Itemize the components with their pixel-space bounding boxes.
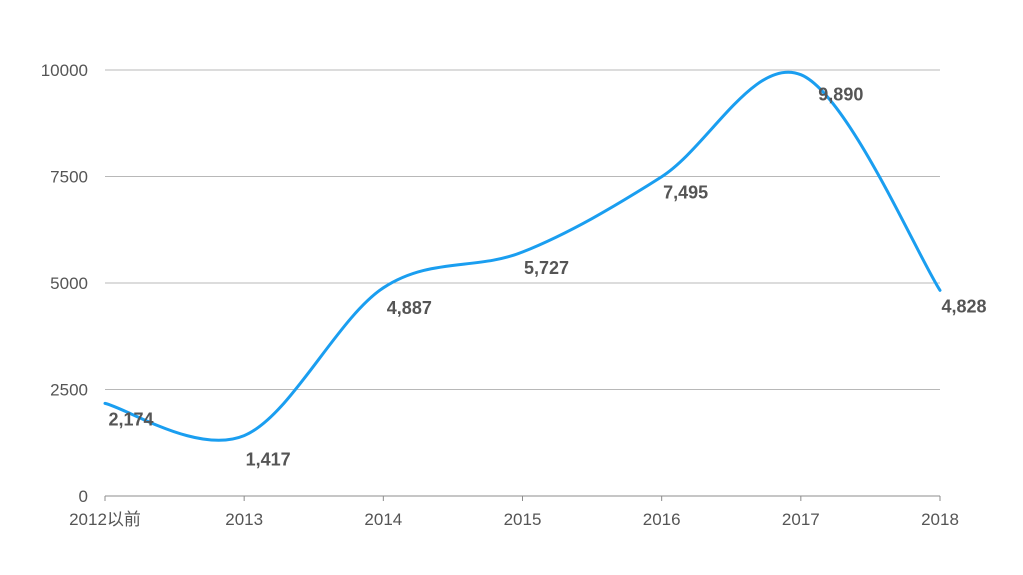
data-label-2015: 5,727 bbox=[524, 258, 569, 278]
x-tick-label: 2018 bbox=[921, 510, 959, 529]
data-labels: 2,174 1,417 4,887 5,727 7,495 9,890 4,828 bbox=[108, 85, 986, 470]
y-tick-labels: 0 2500 5000 7500 10000 bbox=[41, 61, 88, 506]
y-tick-label: 0 bbox=[79, 487, 88, 506]
x-tick-label: 2017 bbox=[782, 510, 820, 529]
data-label-2016: 7,495 bbox=[663, 183, 708, 203]
x-tick-label: 2015 bbox=[504, 510, 542, 529]
x-tick-label: 2012以前 bbox=[69, 510, 141, 529]
series-line bbox=[103, 70, 942, 442]
y-tick-label: 10000 bbox=[41, 61, 88, 80]
data-label-2012以前: 2,174 bbox=[108, 409, 153, 429]
axis-layer bbox=[104, 495, 941, 501]
data-label-2018: 4,828 bbox=[941, 296, 986, 316]
y-tick-label: 5000 bbox=[50, 274, 88, 293]
series-layer bbox=[103, 70, 942, 442]
y-tick-label: 7500 bbox=[50, 168, 88, 187]
x-tick-labels: 2012以前 2013 2014 2015 2016 2017 2018 bbox=[69, 510, 959, 529]
x-tick-label: 2016 bbox=[643, 510, 681, 529]
x-tick-label: 2013 bbox=[225, 510, 263, 529]
y-tick-label: 2500 bbox=[50, 381, 88, 400]
data-label-2013: 1,417 bbox=[246, 450, 291, 470]
data-label-2014: 4,887 bbox=[387, 298, 432, 318]
data-label-2017: 9,890 bbox=[818, 85, 863, 105]
x-tick-label: 2014 bbox=[364, 510, 402, 529]
grid-layer bbox=[105, 69, 940, 390]
